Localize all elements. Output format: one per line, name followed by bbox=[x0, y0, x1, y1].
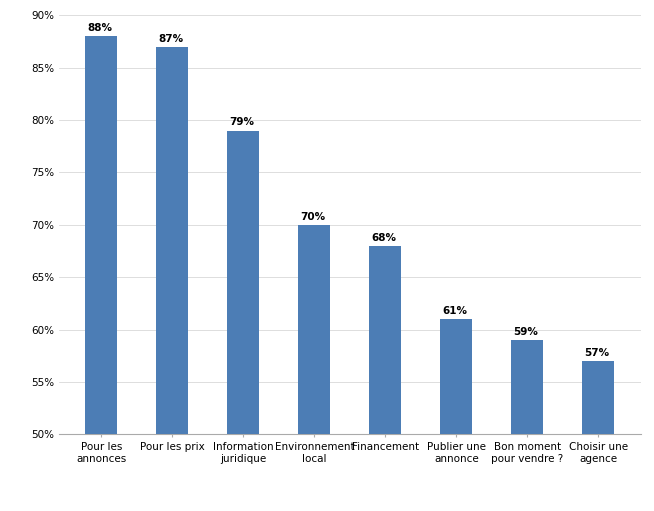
Text: 61%: 61% bbox=[443, 306, 468, 316]
Bar bbox=[511, 340, 543, 511]
Text: 70%: 70% bbox=[301, 212, 326, 222]
Bar bbox=[298, 225, 330, 511]
Bar bbox=[228, 130, 260, 511]
Text: 79%: 79% bbox=[230, 118, 254, 127]
Text: 68%: 68% bbox=[371, 233, 396, 243]
Bar bbox=[582, 361, 614, 511]
Text: 87%: 87% bbox=[158, 34, 184, 43]
Text: 88%: 88% bbox=[88, 23, 112, 33]
Bar bbox=[86, 36, 118, 511]
Bar bbox=[440, 319, 472, 511]
Bar bbox=[370, 246, 402, 511]
Text: 59%: 59% bbox=[513, 327, 538, 337]
Bar bbox=[156, 47, 188, 511]
Text: 57%: 57% bbox=[585, 348, 610, 358]
